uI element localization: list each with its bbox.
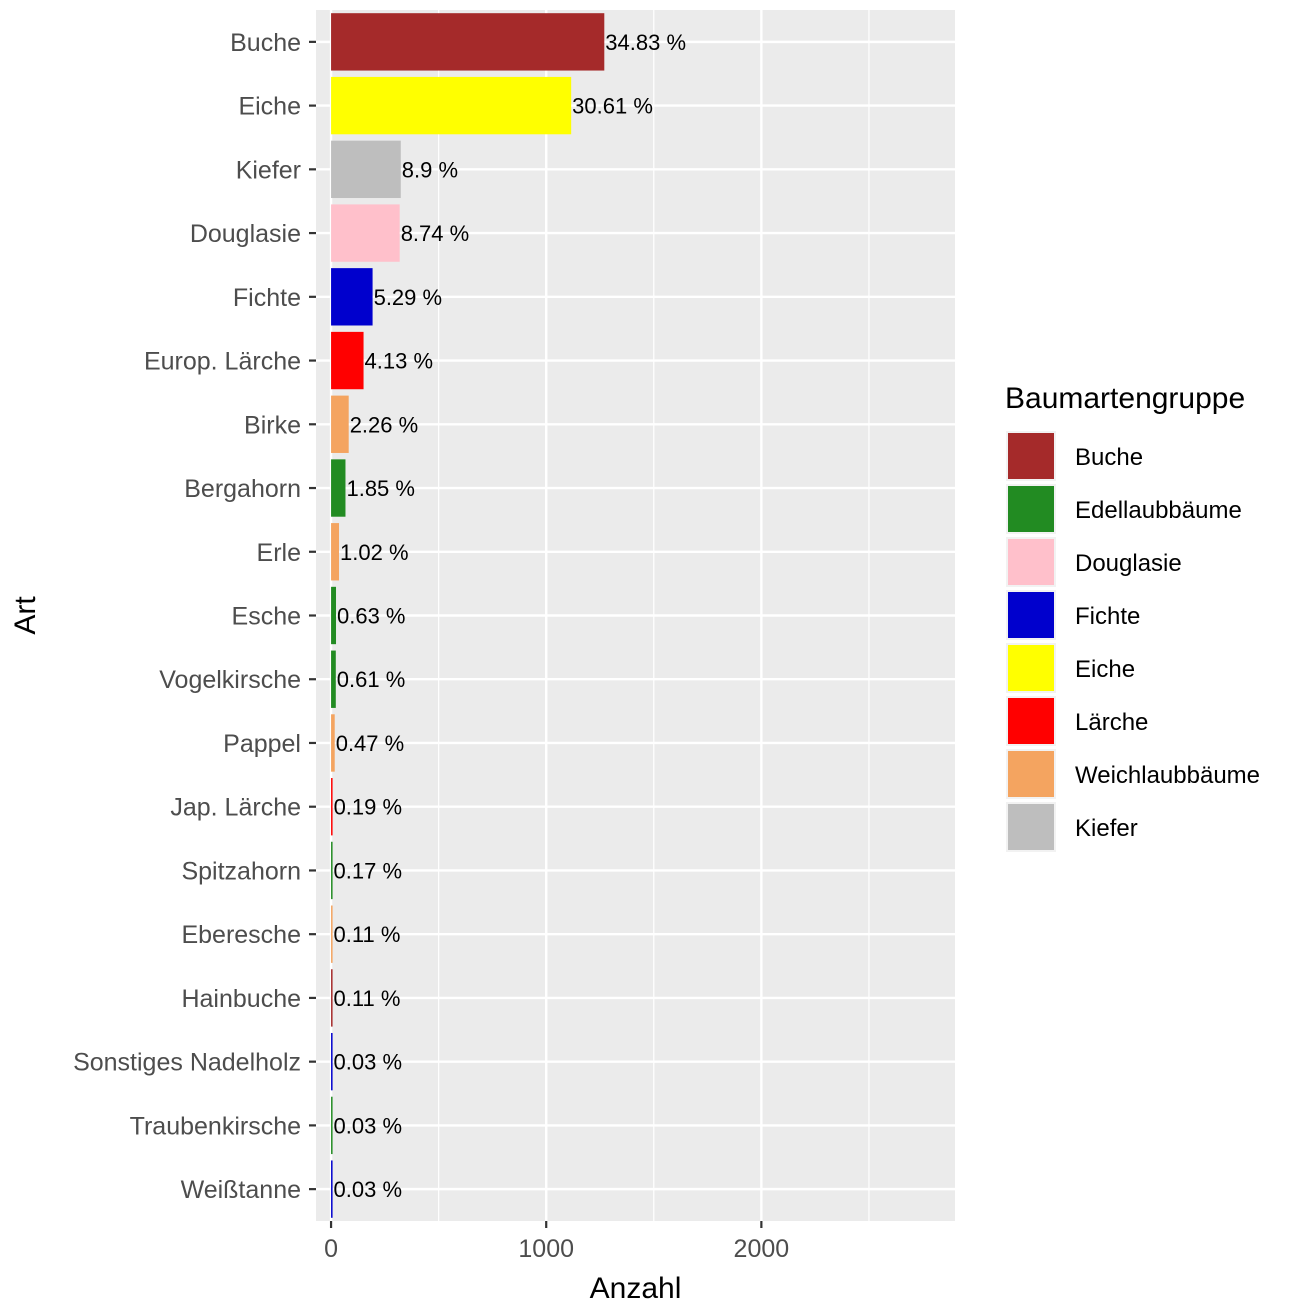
y-tick-label: Eiche xyxy=(238,93,301,121)
x-tick-label: 0 xyxy=(324,1235,338,1263)
bar xyxy=(331,140,401,199)
y-tick-label: Traubenkirsche xyxy=(130,1112,301,1140)
legend: Baumartengruppe Buche Edellaubbäume Dougla… xyxy=(1005,382,1260,852)
data-label: 0.11 % xyxy=(334,986,401,1011)
bar xyxy=(331,778,333,836)
y-tick-label: Bergahorn xyxy=(184,475,301,503)
y-tick-label: Sonstiges Nadelholz xyxy=(73,1049,301,1077)
y-tick-label: Eberesche xyxy=(181,921,301,949)
bar xyxy=(331,1096,333,1155)
y-tick-label: Erle xyxy=(257,539,301,567)
x-tick-label: 1000 xyxy=(518,1235,574,1263)
data-label: 0.03 % xyxy=(334,1177,403,1202)
bar xyxy=(331,523,340,581)
data-label: 1.02 % xyxy=(340,540,409,565)
legend-swatch xyxy=(1008,539,1054,585)
data-label: 30.61 % xyxy=(572,94,653,119)
data-label: 1.85 % xyxy=(346,476,415,501)
legend-label: Lärche xyxy=(1075,709,1148,736)
data-label: 34.83 % xyxy=(605,30,686,55)
legend-label: Eiche xyxy=(1075,656,1135,683)
data-label: 8.74 % xyxy=(401,221,470,246)
y-tick-label: Weißtanne xyxy=(181,1176,301,1204)
y-tick-label: Hainbuche xyxy=(181,985,301,1013)
data-label: 0.61 % xyxy=(337,667,406,692)
data-label: 0.11 % xyxy=(334,922,401,947)
legend-label: Edellaubbäume xyxy=(1075,497,1242,524)
bar xyxy=(331,1160,333,1218)
y-tick-label: Vogelkirsche xyxy=(159,666,301,694)
data-label: 8.9 % xyxy=(402,157,458,182)
legend-label: Weichlaubbäume xyxy=(1075,762,1260,789)
y-tick-label: Fichte xyxy=(233,284,301,312)
data-labels: 34.83 % 30.61 % 8.9 % 8.74 % 5.29 % 4.13 % 2.2… xyxy=(334,30,686,1202)
legend-title: Baumartengruppe xyxy=(1005,382,1245,415)
bars xyxy=(331,13,605,1218)
bar xyxy=(331,76,572,135)
bar xyxy=(331,459,346,517)
data-label: 2.26 % xyxy=(350,412,419,437)
legend-label: Kiefer xyxy=(1075,815,1138,842)
bar xyxy=(331,650,336,708)
data-label: 0.03 % xyxy=(334,1113,403,1138)
bar xyxy=(331,841,333,900)
bar xyxy=(331,331,364,390)
bar xyxy=(331,905,333,963)
x-axis-title: Anzahl xyxy=(590,1272,682,1305)
legend-label: Fichte xyxy=(1075,603,1140,630)
y-tick-label: Europ. Lärche xyxy=(144,348,301,376)
legend-swatch xyxy=(1008,804,1054,850)
x-axis: 0 1000 2000 xyxy=(324,1221,789,1263)
data-label: 5.29 % xyxy=(374,285,443,310)
y-axis: Buche Eiche Kiefer Douglasie Fichte Europ. Lä… xyxy=(73,29,316,1204)
bar xyxy=(331,13,605,71)
data-label: 0.63 % xyxy=(337,604,406,629)
y-tick-label: Buche xyxy=(230,29,301,57)
y-tick-label: Jap. Lärche xyxy=(170,794,301,822)
bar xyxy=(331,969,333,1027)
data-label: 4.13 % xyxy=(365,349,434,374)
y-tick-label: Esche xyxy=(232,603,301,631)
data-label: 0.19 % xyxy=(334,795,403,820)
bar xyxy=(331,268,373,326)
y-tick-label: Spitzahorn xyxy=(181,857,301,885)
bar xyxy=(331,204,400,262)
legend-swatch xyxy=(1008,592,1054,638)
bar xyxy=(331,714,335,772)
legend-label: Douglasie xyxy=(1075,550,1182,577)
x-tick-label: 2000 xyxy=(734,1235,790,1263)
y-axis-title: Art xyxy=(9,596,42,635)
bar xyxy=(331,586,337,645)
y-tick-label: Douglasie xyxy=(190,220,301,248)
legend-swatch xyxy=(1008,751,1054,797)
legend-label: Buche xyxy=(1075,444,1143,471)
y-tick-label: Birke xyxy=(244,411,301,439)
data-label: 0.03 % xyxy=(334,1050,403,1075)
data-label: 0.47 % xyxy=(336,731,405,756)
legend-swatch xyxy=(1008,486,1054,532)
legend-swatch xyxy=(1008,433,1054,479)
data-label: 0.17 % xyxy=(334,858,403,883)
bar xyxy=(331,1032,333,1091)
y-tick-label: Pappel xyxy=(223,730,301,758)
bar xyxy=(331,395,349,453)
legend-swatch xyxy=(1008,645,1054,691)
legend-swatch xyxy=(1008,698,1054,744)
gridlines xyxy=(316,10,955,1221)
y-tick-label: Kiefer xyxy=(236,156,301,184)
